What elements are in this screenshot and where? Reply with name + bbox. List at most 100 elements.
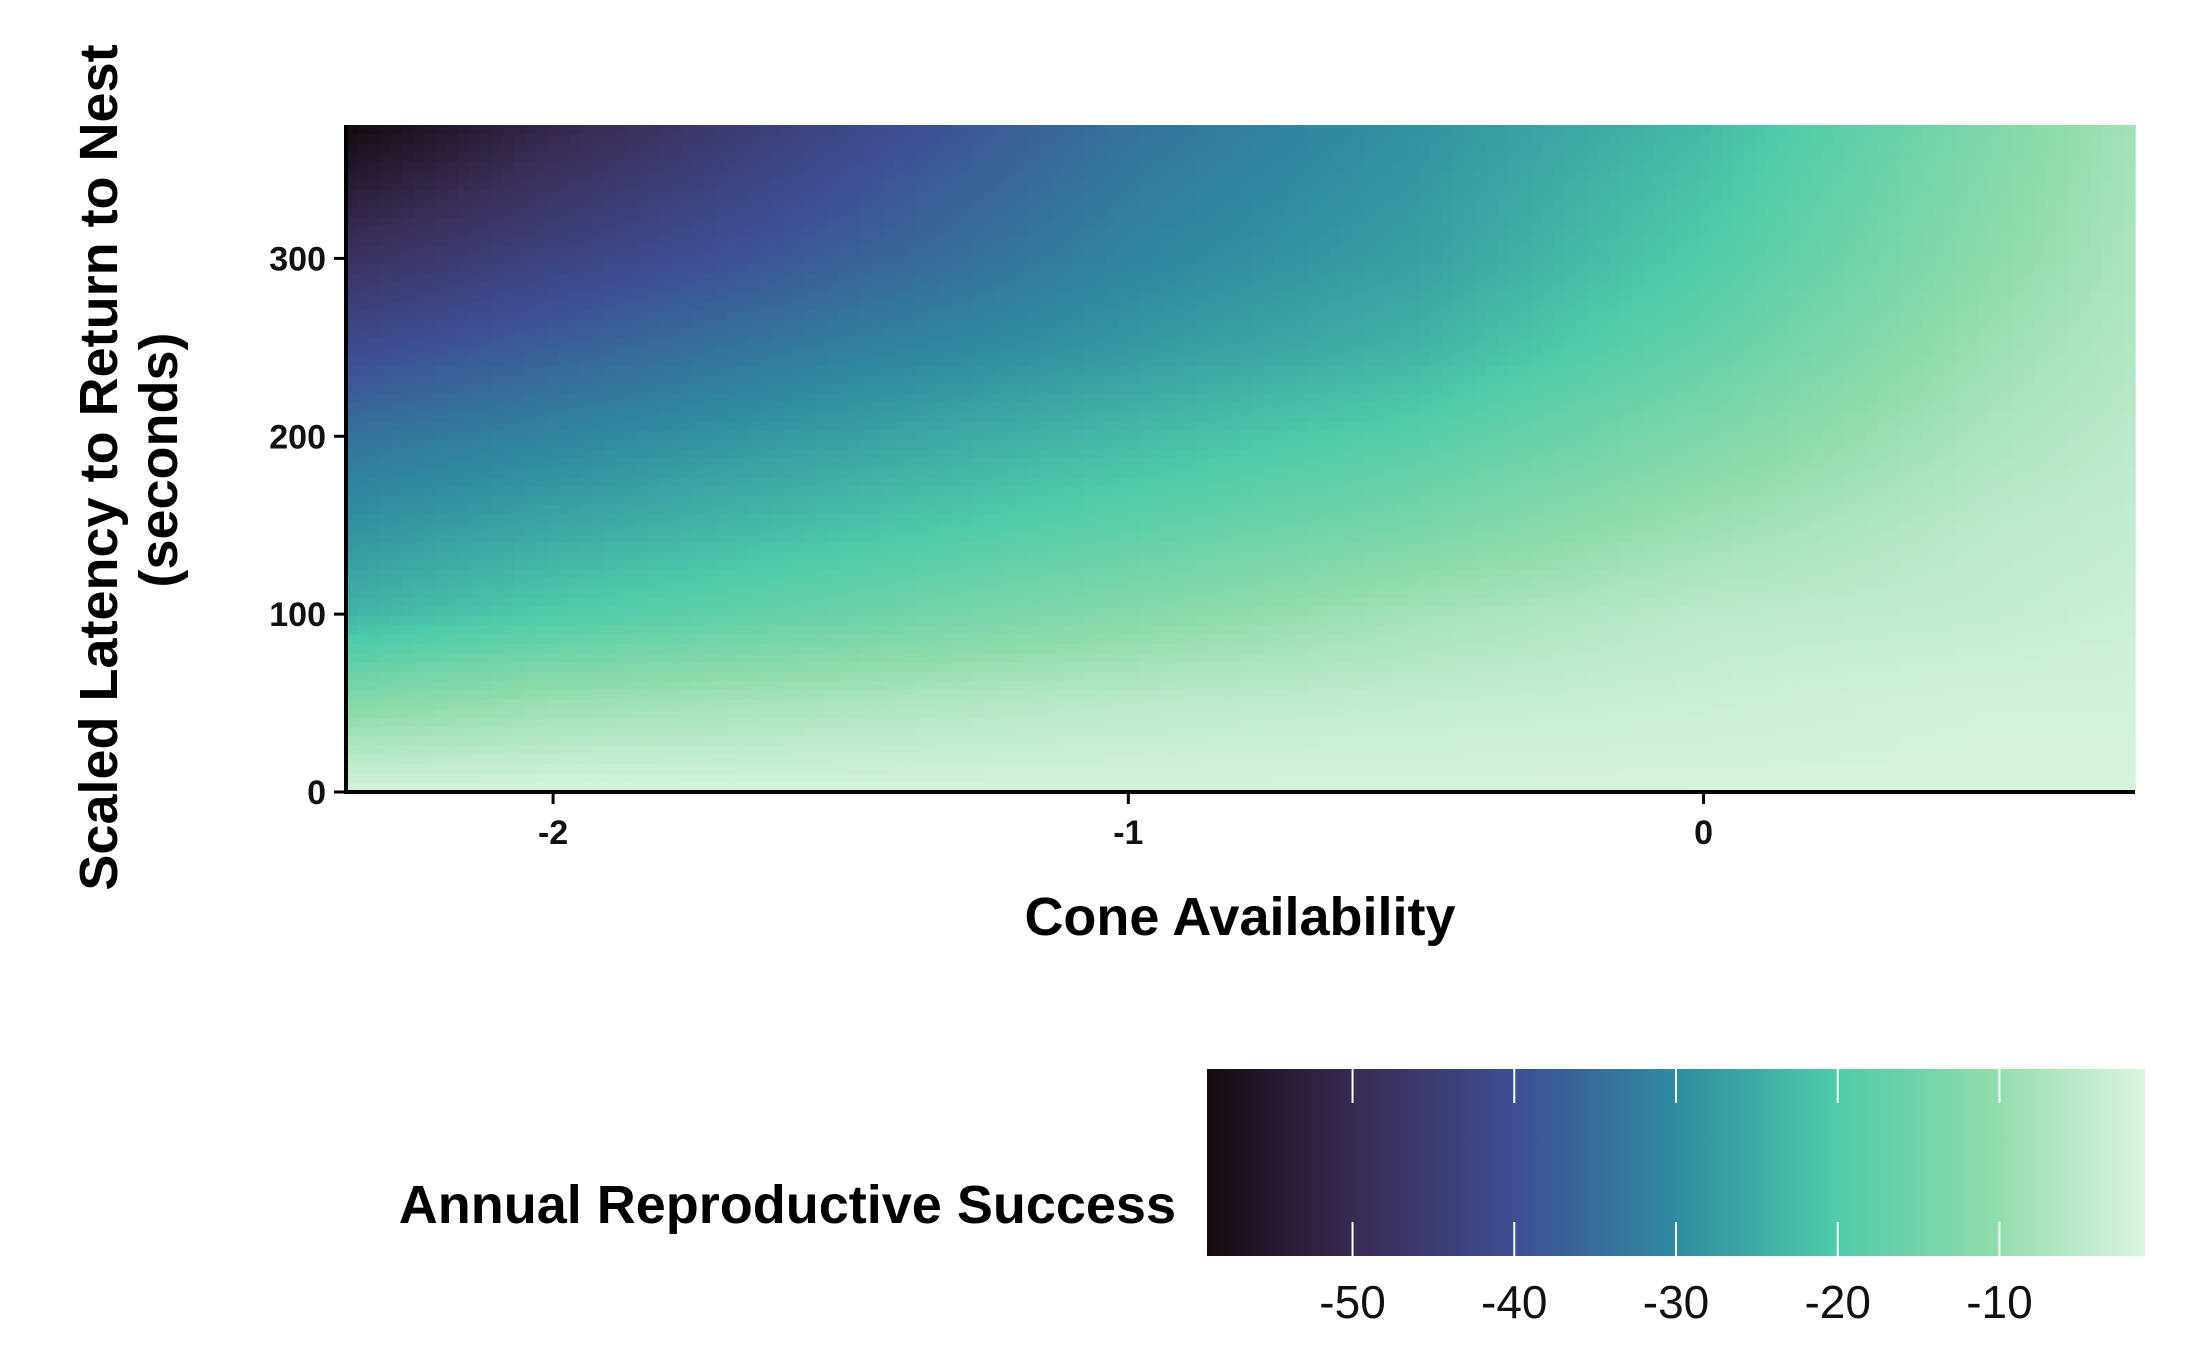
heatmap-cell <box>379 402 392 413</box>
heatmap-cell <box>681 226 694 237</box>
heatmap-cell <box>1911 236 1924 247</box>
heatmap-cell <box>1341 291 1354 302</box>
heatmap-cell <box>670 384 683 395</box>
heatmap-cell <box>2101 263 2114 274</box>
heatmap-cell <box>659 217 671 228</box>
heatmap-cell <box>547 125 560 135</box>
heatmap-cell <box>994 347 1007 358</box>
heatmap-cell <box>1184 134 1197 145</box>
heatmap-cell <box>1128 365 1141 376</box>
heatmap-cell <box>1821 356 1834 367</box>
heatmap-cell <box>1508 310 1521 321</box>
heatmap-cell <box>1743 236 1756 247</box>
heatmap-cell <box>1844 263 1857 274</box>
heatmap-cell <box>636 282 649 293</box>
heatmap-cell <box>1083 236 1096 247</box>
heatmap-cell <box>1620 199 1633 210</box>
heatmap-cell <box>2112 291 2125 302</box>
heatmap-cell <box>401 402 414 413</box>
heatmap-cell <box>1139 217 1152 228</box>
heatmap-cell <box>346 245 358 256</box>
heatmap-cell <box>960 199 973 210</box>
heatmap-cell <box>457 143 470 154</box>
heatmap-cell <box>1452 254 1465 265</box>
heatmap-cell <box>524 226 537 237</box>
heatmap-cell <box>1419 171 1432 182</box>
heatmap-cell <box>1475 152 1488 163</box>
heatmap-cell <box>647 291 660 302</box>
heatmap-cell <box>1408 365 1421 376</box>
heatmap-cell <box>1542 208 1555 219</box>
heatmap-cell <box>558 189 571 200</box>
heatmap-cell <box>1408 143 1421 154</box>
heatmap-cell <box>603 162 616 173</box>
heatmap-cell <box>446 189 459 200</box>
heatmap-cell <box>368 338 381 349</box>
heatmap-cell <box>1408 347 1421 358</box>
heatmap-cell <box>435 143 448 154</box>
heatmap-cell <box>1788 301 1801 311</box>
heatmap-cell <box>446 171 459 182</box>
heatmap-cell <box>960 143 973 154</box>
heatmap-cell <box>401 356 414 367</box>
heatmap-cell <box>424 171 437 182</box>
heatmap-cell <box>972 236 985 247</box>
heatmap-cell <box>1922 263 1935 274</box>
heatmap-cell <box>1218 134 1231 145</box>
heatmap-cell <box>1710 208 1722 219</box>
heatmap-cell <box>1341 199 1354 210</box>
heatmap-cell <box>2012 356 2024 367</box>
heatmap-cell <box>1430 245 1443 256</box>
heatmap-cell <box>849 217 862 228</box>
heatmap-cell <box>1430 162 1443 173</box>
heatmap-cell <box>659 328 671 339</box>
heatmap-cell <box>1799 226 1812 237</box>
heatmap-cell <box>1195 310 1208 321</box>
heatmap-cell <box>1240 217 1253 228</box>
heatmap-cell <box>502 328 515 339</box>
heatmap-cell <box>1620 125 1633 135</box>
heatmap-cell <box>1889 291 1901 302</box>
heatmap-cell <box>1139 356 1152 367</box>
heatmap-cell <box>446 338 459 349</box>
heatmap-cell <box>916 338 929 349</box>
heatmap-cell <box>513 180 526 191</box>
heatmap-cell <box>1318 338 1331 349</box>
heatmap-cell <box>1363 402 1376 413</box>
heatmap-cell <box>1553 134 1566 145</box>
heatmap-cell <box>2067 226 2080 237</box>
heatmap-cell <box>1665 402 1678 413</box>
heatmap-cell <box>401 254 414 265</box>
heatmap-cell <box>1575 226 1588 237</box>
heatmap-cell <box>1497 319 1510 330</box>
heatmap-cell <box>1866 189 1879 200</box>
heatmap-cell <box>625 384 638 395</box>
heatmap-cell <box>960 338 973 349</box>
heatmap-cell <box>1206 152 1219 163</box>
heatmap-cell <box>1654 338 1667 349</box>
heatmap-cell <box>949 356 962 367</box>
heatmap-cell <box>558 384 571 395</box>
heatmap-cell <box>636 245 649 256</box>
heatmap-cell <box>1754 236 1767 247</box>
heatmap-cell <box>1508 208 1521 219</box>
heatmap-cell <box>413 180 425 191</box>
heatmap-cell <box>1631 328 1644 339</box>
heatmap-cell <box>748 245 761 256</box>
heatmap-cell <box>1643 384 1655 395</box>
heatmap-cell <box>1911 189 1924 200</box>
heatmap-cell <box>1900 263 1913 274</box>
heatmap-cell <box>927 226 940 237</box>
heatmap-cell <box>1754 171 1767 182</box>
heatmap-cell <box>770 263 783 274</box>
heatmap-cell <box>1732 319 1745 330</box>
heatmap-cell <box>983 291 996 302</box>
heatmap-cell <box>346 338 358 349</box>
heatmap-cell <box>1117 199 1130 210</box>
heatmap-cell <box>1408 162 1421 173</box>
heatmap-cell <box>1240 143 1253 154</box>
heatmap-cell <box>1486 402 1499 413</box>
heatmap-cell <box>1352 375 1365 386</box>
heatmap-cell <box>1173 384 1186 395</box>
heatmap-cell <box>2112 347 2125 358</box>
